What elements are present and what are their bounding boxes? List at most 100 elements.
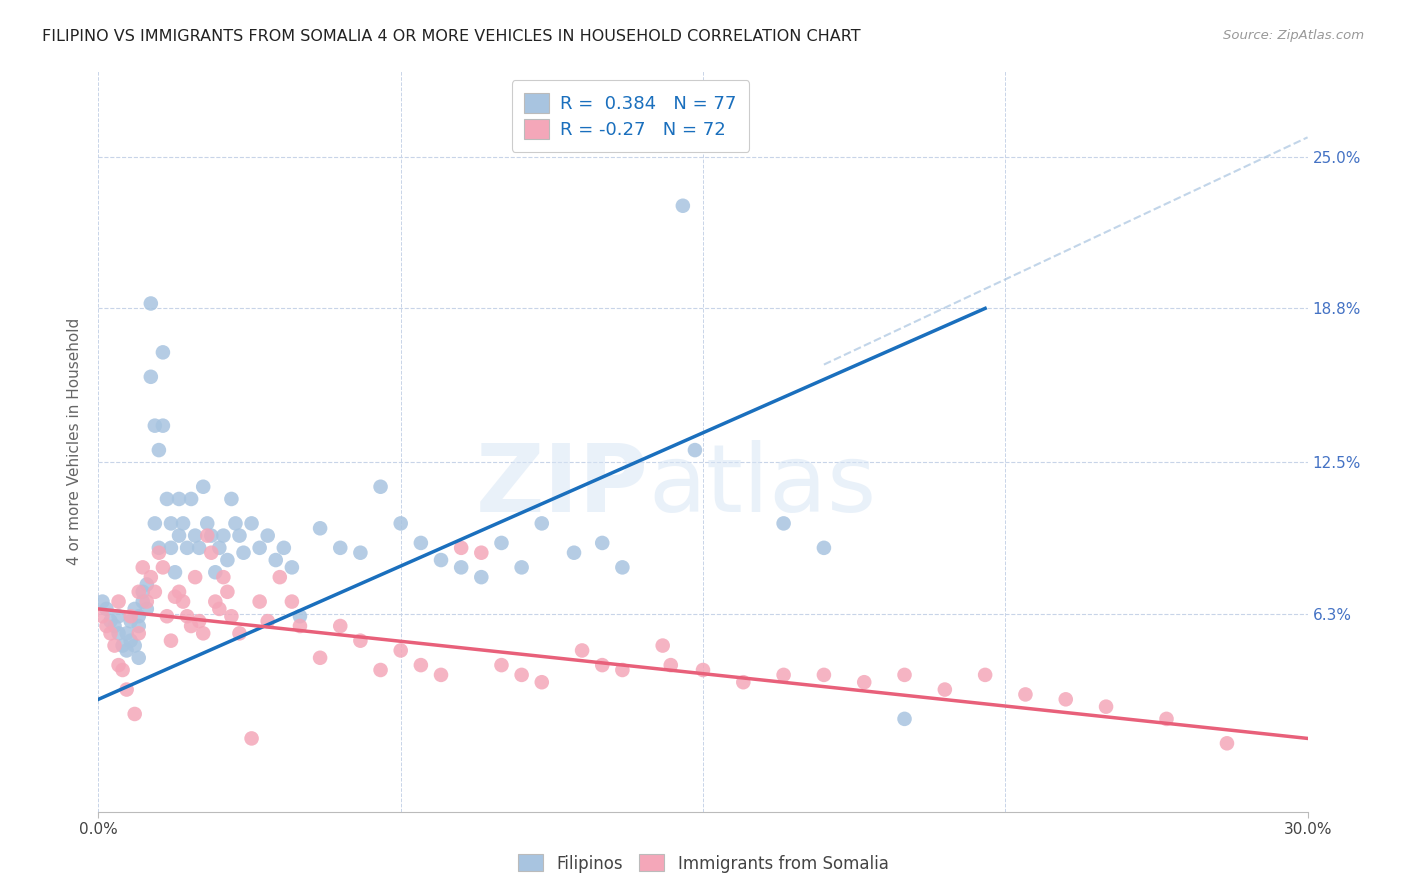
Point bbox=[733, 675, 755, 690]
Point bbox=[156, 491, 179, 506]
Point bbox=[124, 706, 146, 721]
Point bbox=[180, 619, 202, 633]
Point bbox=[612, 560, 634, 574]
Point bbox=[111, 663, 134, 677]
Point bbox=[208, 602, 231, 616]
Point bbox=[163, 566, 186, 580]
Point bbox=[389, 516, 412, 531]
Text: FILIPINO VS IMMIGRANTS FROM SOMALIA 4 OR MORE VEHICLES IN HOUSEHOLD CORRELATION : FILIPINO VS IMMIGRANTS FROM SOMALIA 4 OR… bbox=[42, 29, 860, 45]
Point bbox=[651, 639, 673, 653]
Point bbox=[176, 609, 198, 624]
Point bbox=[176, 541, 198, 555]
Point bbox=[1095, 699, 1118, 714]
Point bbox=[128, 609, 150, 624]
Point bbox=[217, 553, 239, 567]
Point bbox=[240, 731, 263, 746]
Point bbox=[571, 643, 593, 657]
Point bbox=[224, 516, 246, 531]
Point bbox=[107, 658, 129, 673]
Point bbox=[530, 675, 553, 690]
Point bbox=[135, 594, 157, 608]
Point bbox=[204, 594, 226, 608]
Point bbox=[772, 516, 794, 531]
Point bbox=[132, 560, 155, 574]
Point bbox=[195, 516, 218, 531]
Point bbox=[128, 619, 150, 633]
Point bbox=[256, 528, 278, 542]
Point bbox=[249, 541, 271, 555]
Point bbox=[349, 546, 371, 560]
Point bbox=[107, 594, 129, 608]
Point bbox=[132, 594, 155, 608]
Point bbox=[430, 668, 453, 682]
Point bbox=[172, 516, 194, 531]
Point bbox=[184, 570, 207, 584]
Point bbox=[152, 418, 174, 433]
Point bbox=[683, 443, 706, 458]
Point bbox=[200, 528, 222, 542]
Point bbox=[167, 584, 190, 599]
Point bbox=[659, 658, 682, 673]
Point bbox=[309, 650, 332, 665]
Point bbox=[562, 546, 585, 560]
Point bbox=[1014, 688, 1036, 702]
Point bbox=[184, 528, 207, 542]
Point bbox=[115, 682, 138, 697]
Point bbox=[143, 418, 166, 433]
Point bbox=[228, 528, 250, 542]
Point bbox=[232, 546, 254, 560]
Point bbox=[167, 491, 190, 506]
Point bbox=[139, 570, 162, 584]
Point bbox=[128, 584, 150, 599]
Point bbox=[450, 541, 472, 555]
Point bbox=[974, 668, 997, 682]
Point bbox=[143, 516, 166, 531]
Point bbox=[143, 584, 166, 599]
Point bbox=[853, 675, 876, 690]
Point bbox=[273, 541, 295, 555]
Point bbox=[204, 566, 226, 580]
Point bbox=[91, 609, 114, 624]
Point bbox=[103, 619, 125, 633]
Text: ZIP: ZIP bbox=[475, 440, 648, 532]
Point bbox=[139, 369, 162, 384]
Point bbox=[281, 594, 304, 608]
Point bbox=[193, 626, 215, 640]
Point bbox=[221, 491, 243, 506]
Point bbox=[212, 570, 235, 584]
Point bbox=[813, 541, 835, 555]
Y-axis label: 4 or more Vehicles in Household: 4 or more Vehicles in Household bbox=[66, 318, 82, 566]
Point bbox=[934, 682, 956, 697]
Point bbox=[96, 602, 118, 616]
Point bbox=[349, 633, 371, 648]
Point bbox=[893, 668, 915, 682]
Point bbox=[163, 590, 186, 604]
Point bbox=[167, 528, 190, 542]
Point bbox=[135, 577, 157, 591]
Point bbox=[160, 633, 183, 648]
Text: atlas: atlas bbox=[648, 440, 877, 532]
Point bbox=[124, 639, 146, 653]
Point bbox=[470, 546, 492, 560]
Point bbox=[156, 609, 179, 624]
Point bbox=[470, 570, 492, 584]
Point bbox=[256, 614, 278, 628]
Point bbox=[148, 546, 170, 560]
Point bbox=[96, 619, 118, 633]
Point bbox=[269, 570, 291, 584]
Point bbox=[409, 658, 432, 673]
Point bbox=[128, 626, 150, 640]
Point bbox=[281, 560, 304, 574]
Point bbox=[217, 584, 239, 599]
Point bbox=[430, 553, 453, 567]
Point bbox=[188, 541, 211, 555]
Point bbox=[1054, 692, 1077, 706]
Text: Source: ZipAtlas.com: Source: ZipAtlas.com bbox=[1223, 29, 1364, 43]
Point bbox=[240, 516, 263, 531]
Point bbox=[160, 516, 183, 531]
Point bbox=[692, 663, 714, 677]
Point bbox=[132, 584, 155, 599]
Point bbox=[148, 541, 170, 555]
Point bbox=[212, 528, 235, 542]
Point bbox=[172, 594, 194, 608]
